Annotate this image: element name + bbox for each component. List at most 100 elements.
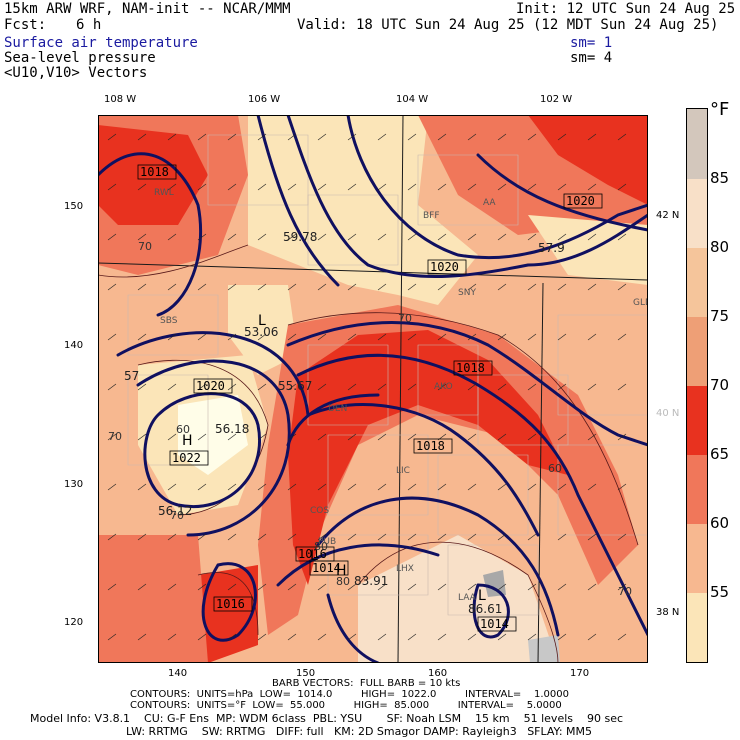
station-label: LAA bbox=[458, 593, 477, 603]
model-title: 15km ARW WRF, NAM-init -- NCAR/MMM bbox=[4, 1, 291, 17]
colorbar-label-65: 65 bbox=[710, 445, 730, 463]
county-line bbox=[557, 444, 648, 536]
colorbar-segment bbox=[687, 109, 707, 179]
county-line bbox=[417, 154, 519, 226]
forecast-label: Fcst: bbox=[4, 17, 47, 33]
isobar bbox=[116, 331, 310, 417]
temp-label: 60 bbox=[176, 423, 190, 436]
temp-contour bbox=[287, 312, 639, 546]
y-tick-150: 150 bbox=[64, 201, 84, 212]
temp-label: 70 bbox=[108, 430, 122, 443]
isobar bbox=[306, 403, 540, 537]
temp-label: 80 bbox=[314, 540, 328, 553]
wind-barb bbox=[107, 283, 627, 291]
state-border bbox=[397, 115, 404, 663]
y-tick-130: 130 bbox=[64, 479, 84, 490]
low-marker: L bbox=[478, 588, 486, 604]
station-label: RWL bbox=[154, 188, 174, 198]
wind-barb bbox=[107, 583, 627, 591]
colorbar-label-75: 75 bbox=[710, 307, 730, 325]
pressure-label: 1016 bbox=[216, 597, 245, 611]
wind-barb bbox=[107, 133, 627, 141]
contours-hpa-info: CONTOURS: UNITS=hPa LOW= 1014.0 HIGH= 10… bbox=[130, 689, 569, 700]
model-info-line1: Model Info: V3.8.1 CU: G-F Ens MP: WDM 6… bbox=[30, 712, 624, 725]
county-line bbox=[557, 314, 648, 416]
high-marker: H bbox=[182, 433, 193, 449]
temp-contour bbox=[98, 244, 249, 278]
pressure-label: 1016 bbox=[298, 547, 327, 561]
station-label: SBS bbox=[160, 316, 178, 326]
valid-time: Valid: 18 UTC Sun 24 Aug 25 (12 MDT Sun … bbox=[297, 17, 719, 33]
station-label: COS bbox=[310, 506, 329, 516]
temp-band-center-cool bbox=[228, 285, 298, 375]
pressure-label: 1018 bbox=[140, 165, 169, 179]
station-label: BFF bbox=[423, 211, 440, 221]
isobar bbox=[98, 152, 203, 317]
extremum-value: 53.06 bbox=[244, 325, 278, 339]
temperature-colorbar bbox=[686, 108, 708, 663]
county-line bbox=[447, 544, 539, 616]
pressure-label: 1014 bbox=[480, 617, 509, 631]
temp-label: 70 bbox=[170, 509, 184, 522]
field-temperature-smoothing: sm= 1 bbox=[570, 35, 613, 51]
colorbar-segment bbox=[687, 593, 707, 662]
county-line bbox=[307, 344, 389, 426]
isobar bbox=[286, 115, 648, 278]
terrain-spot bbox=[528, 635, 560, 663]
isobar bbox=[286, 393, 380, 447]
temp-label: 60 bbox=[548, 462, 562, 475]
temp-contour bbox=[357, 541, 559, 663]
terrain-spot bbox=[483, 570, 506, 597]
field-temperature: Surface air temperature bbox=[4, 35, 198, 51]
isobar bbox=[286, 321, 648, 447]
wind-barb bbox=[107, 183, 627, 191]
colorbar-segment bbox=[687, 455, 707, 524]
temp-label: 70 bbox=[618, 585, 632, 598]
temp-band-northeast-hot bbox=[528, 115, 648, 205]
station-label: LIC bbox=[396, 466, 410, 476]
colorbar-segment bbox=[687, 179, 707, 248]
low-marker: L bbox=[310, 548, 318, 564]
extremum-value: 56.18 bbox=[215, 422, 249, 436]
colorbar-segment bbox=[687, 524, 707, 593]
forecast-hours: 6 h bbox=[76, 17, 102, 33]
lon-label-106w: 106 W bbox=[248, 94, 281, 105]
extremum-value: 56.12 bbox=[158, 504, 192, 518]
county-line bbox=[127, 294, 219, 356]
extremum-value: 83.91 bbox=[354, 574, 388, 588]
pressure-label: 1020 bbox=[196, 379, 225, 393]
extremum-value: 57.9 bbox=[538, 241, 565, 255]
station-label: LHX bbox=[396, 564, 414, 574]
station-label: AKO bbox=[434, 382, 453, 392]
field-pressure-smoothing: sm= 4 bbox=[570, 50, 613, 66]
weather-map: 1018 1020 1020 1018 1022 1020 1018 1016 … bbox=[98, 115, 648, 663]
wind-barb bbox=[107, 333, 627, 341]
wind-barb bbox=[107, 433, 627, 441]
colorbar-label-85: 85 bbox=[710, 169, 730, 187]
isobar bbox=[296, 353, 648, 637]
lon-label-108w: 108 W bbox=[104, 94, 137, 105]
isobar bbox=[316, 496, 560, 637]
station-label: SNY bbox=[458, 288, 476, 298]
colorbar-label-70: 70 bbox=[710, 376, 730, 394]
low-marker: L bbox=[258, 313, 266, 329]
extremum-value: 55.67 bbox=[278, 379, 312, 393]
field-pressure: Sea-level pressure bbox=[4, 50, 156, 66]
lon-label-102w: 102 W bbox=[540, 94, 573, 105]
colorbar-unit: °F bbox=[710, 99, 730, 120]
pressure-label: 1018 bbox=[416, 439, 445, 453]
isobar bbox=[326, 593, 380, 663]
extremum-value: 59.78 bbox=[283, 230, 317, 244]
x-tick-170: 170 bbox=[570, 668, 590, 679]
colorbar-segment bbox=[687, 386, 707, 455]
field-vectors: <U10,V10> Vectors bbox=[4, 65, 148, 81]
temp-band-northwest-hot bbox=[98, 125, 208, 225]
temp-contour bbox=[137, 359, 269, 516]
wind-barb bbox=[107, 633, 627, 641]
lat-label-38n: 38 N bbox=[656, 607, 680, 618]
colorbar-label-60: 60 bbox=[710, 514, 730, 532]
pressure-label: 1018 bbox=[456, 361, 485, 375]
x-tick-150: 150 bbox=[296, 668, 316, 679]
temp-label: 70 bbox=[398, 312, 412, 325]
model-info-line2: LW: RRTMG SW: RRTMG DIFF: full KM: 2D Sm… bbox=[126, 725, 592, 738]
